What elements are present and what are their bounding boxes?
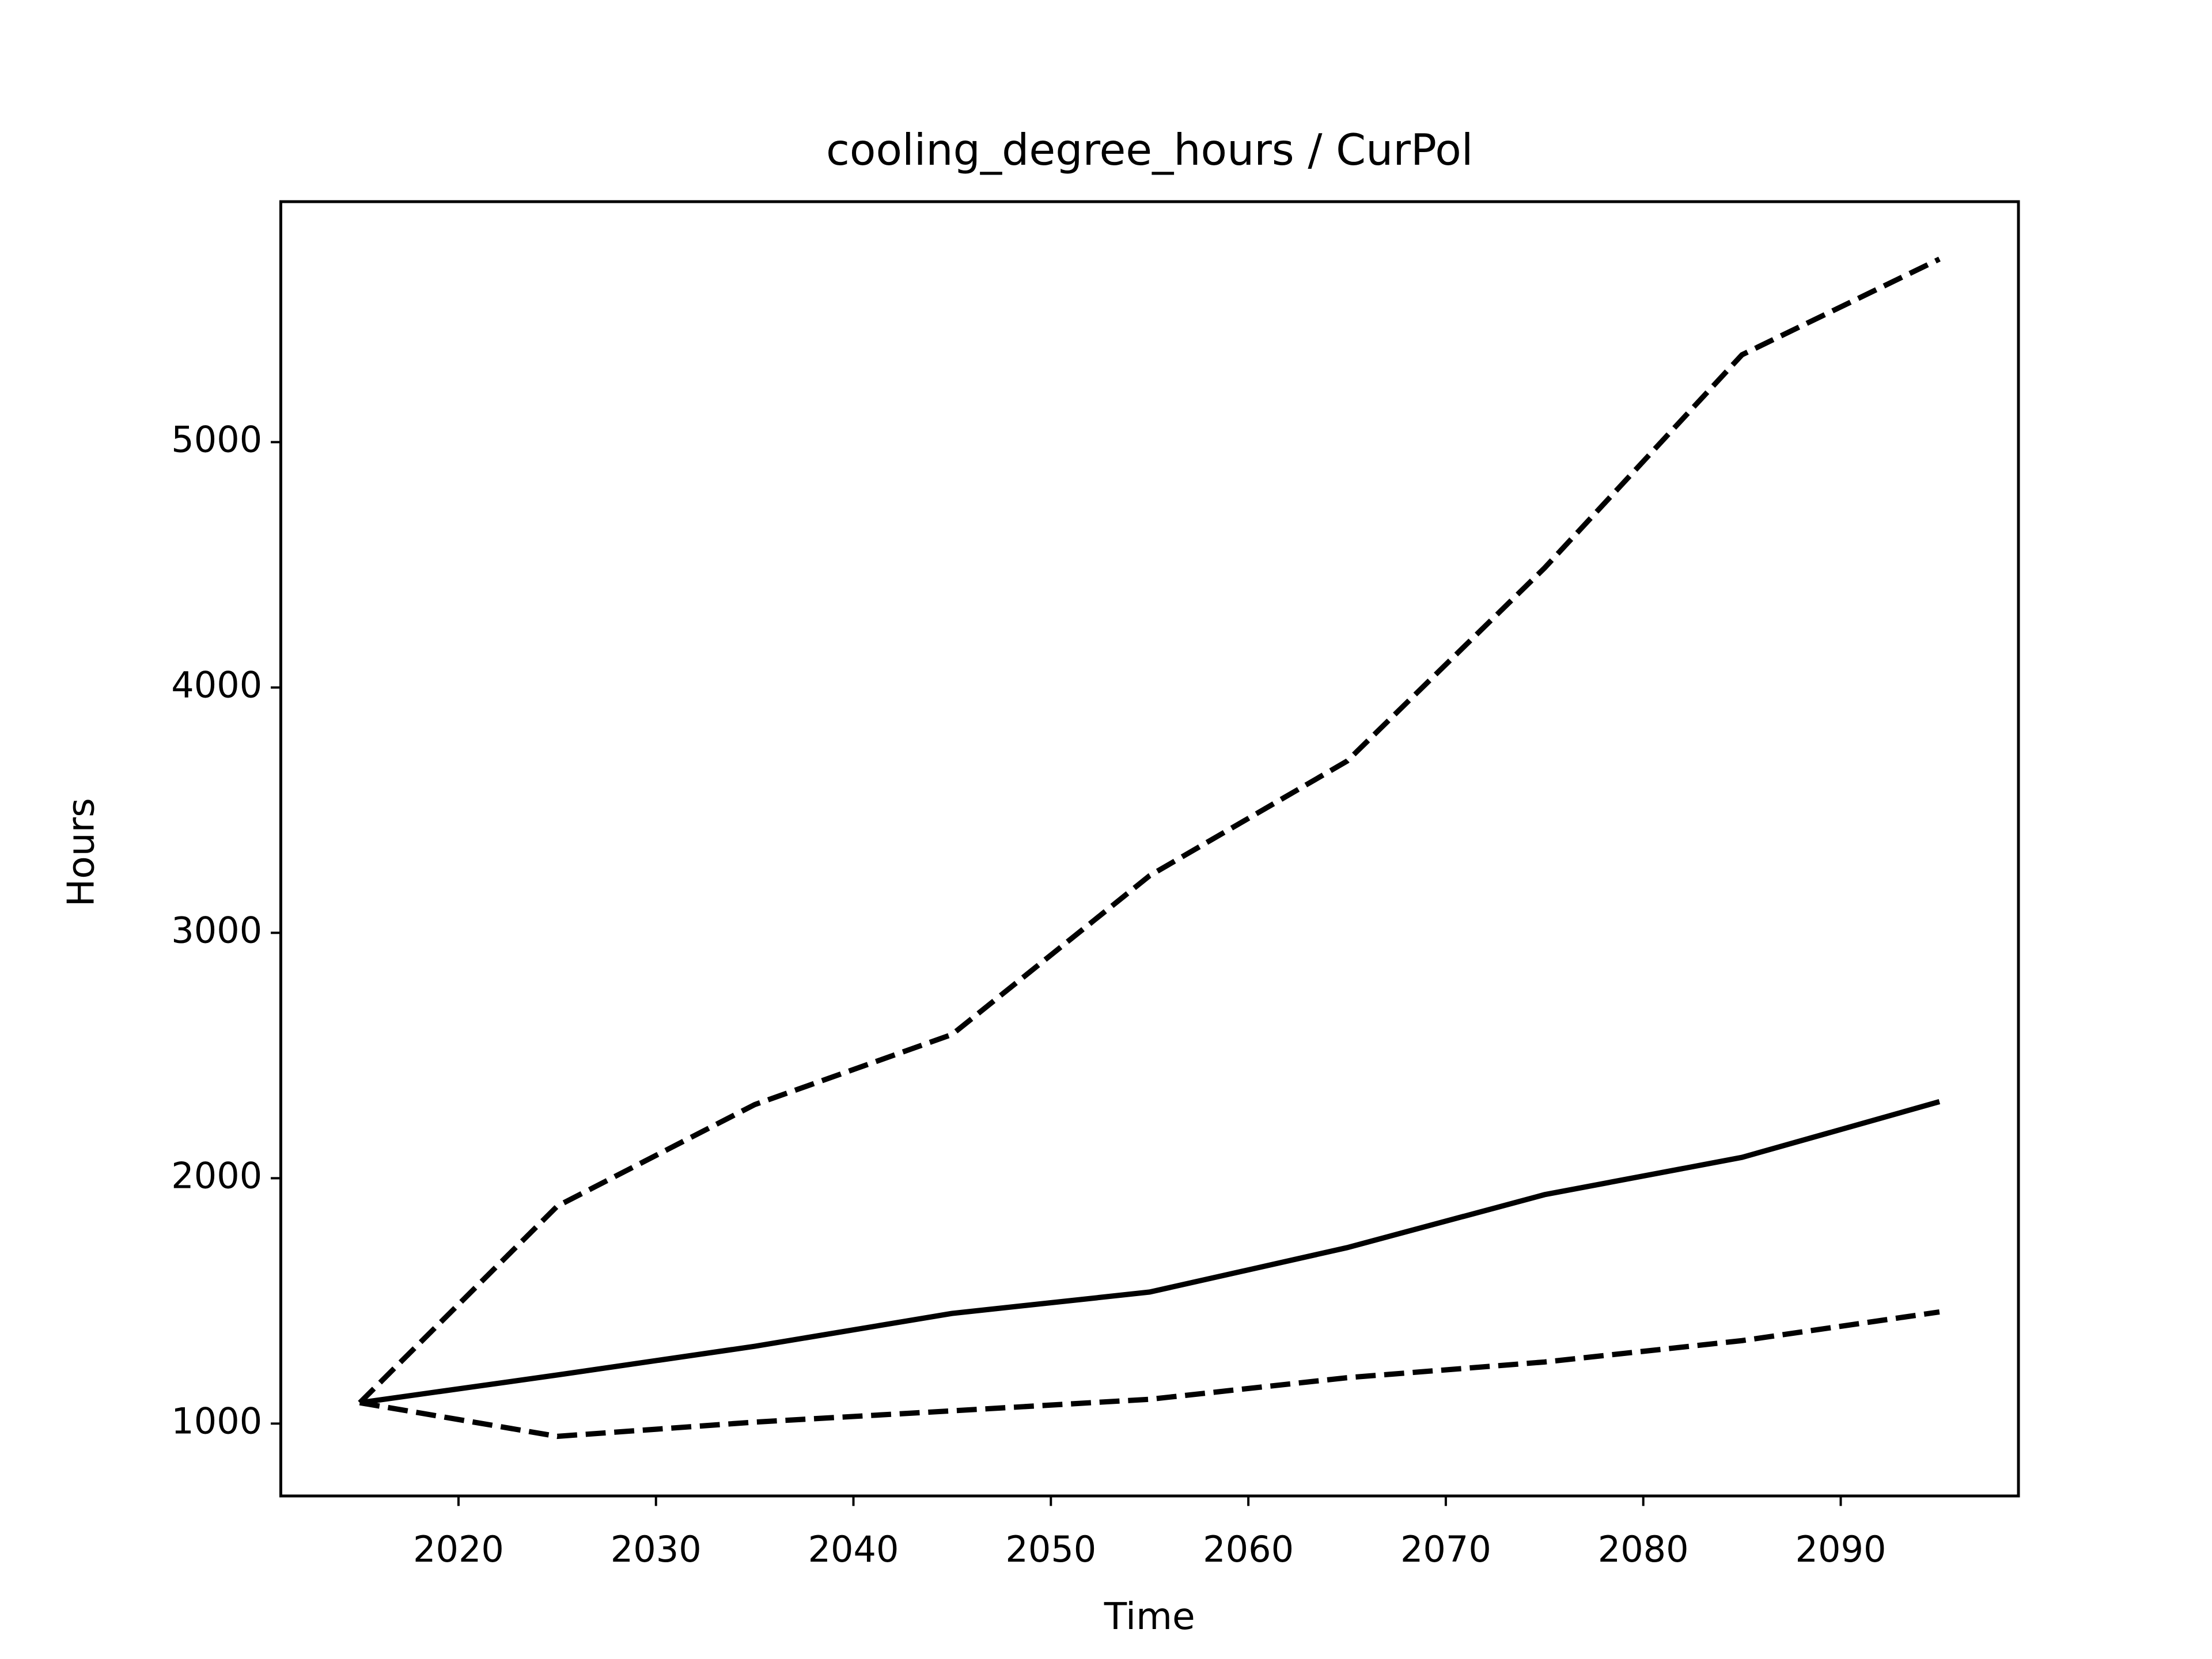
x-tick-label: 2050 [1005,1528,1096,1570]
y-tick-label: 1000 [171,1400,262,1442]
y-tick-label: 4000 [171,664,262,706]
x-tick-label: 2080 [1598,1528,1689,1570]
x-tick-label: 2040 [808,1528,899,1570]
y-axis-label: Hours [59,798,103,907]
x-tick-label: 2070 [1400,1528,1491,1570]
x-tick-label: 2090 [1796,1528,1887,1570]
chart-title: cooling_degree_hours / CurPol [826,125,1473,175]
x-tick-label: 2060 [1203,1528,1294,1570]
x-tick-label: 2020 [413,1528,504,1570]
x-tick-label: 2030 [611,1528,702,1570]
line-series [359,1309,1940,1440]
line-series [359,1099,1941,1406]
plot-frame [279,200,2020,1498]
line-series [358,256,1941,1405]
y-tick-label: 5000 [171,419,262,461]
y-tick-label: 3000 [171,909,262,951]
x-axis-label: Time [1104,1595,1195,1638]
y-tick-label: 2000 [171,1154,262,1196]
